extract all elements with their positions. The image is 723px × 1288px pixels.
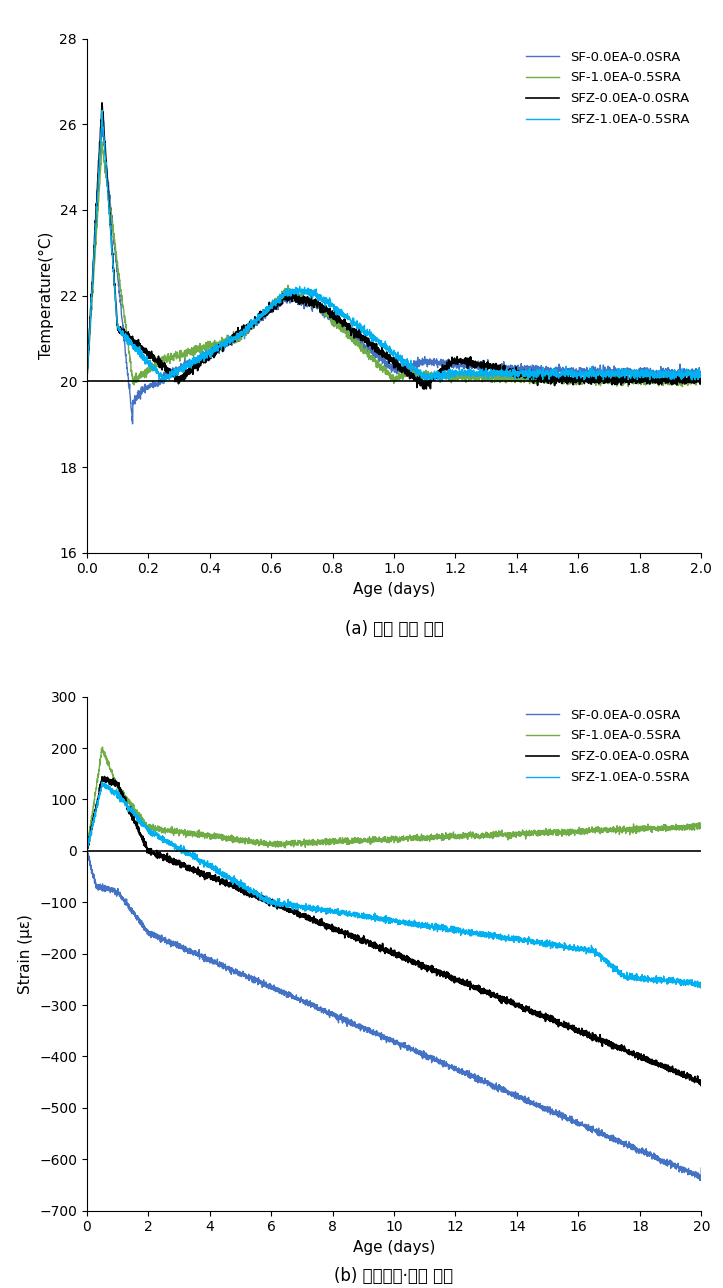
SF-0.0EA-0.0SRA [697,366,706,381]
X-axis label: Age (days): Age (days) [353,582,435,596]
SF-1.0EA-0.5SRA [678,379,687,394]
Line: SFZ-1.0EA-0.5SRA: SFZ-1.0EA-0.5SRA [87,782,701,988]
SFZ-1.0EA-0.5SRA [98,774,106,790]
SF-1.0EA-0.5SRA [685,372,694,388]
SFZ-0.0EA-0.0SRA [375,943,383,958]
SFZ-1.0EA-0.5SRA [696,980,705,996]
SF-0.0EA-0.0SRA [685,363,694,379]
SF-1.0EA-0.5SRA [697,817,706,832]
SFZ-0.0EA-0.0SRA [153,353,161,368]
SF-0.0EA-0.0SRA [319,305,328,321]
SFZ-0.0EA-0.0SRA [345,317,354,332]
SF-0.0EA-0.0SRA [529,1095,538,1110]
SFZ-1.0EA-0.5SRA [678,975,687,990]
SFZ-1.0EA-0.5SRA [319,292,328,308]
SF-1.0EA-0.5SRA [678,819,687,835]
Line: SFZ-0.0EA-0.0SRA: SFZ-0.0EA-0.0SRA [87,103,701,389]
SF-1.0EA-0.5SRA [375,833,383,849]
SF-1.0EA-0.5SRA [98,739,107,755]
SF-0.0EA-0.0SRA [128,416,137,431]
SF-0.0EA-0.0SRA [345,325,354,340]
SF-1.0EA-0.5SRA [189,348,198,363]
SFZ-1.0EA-0.5SRA [98,103,106,118]
Legend: SF-0.0EA-0.0SRA, SF-1.0EA-0.5SRA, SFZ-0.0EA-0.0SRA, SFZ-1.0EA-0.5SRA: SF-0.0EA-0.0SRA, SF-1.0EA-0.5SRA, SFZ-0.… [521,703,695,790]
SFZ-1.0EA-0.5SRA [82,845,91,860]
SF-1.0EA-0.5SRA [318,299,327,314]
SFZ-0.0EA-0.0SRA [420,381,429,397]
SFZ-1.0EA-0.5SRA [685,365,694,380]
SFZ-0.0EA-0.0SRA [685,372,694,388]
SFZ-0.0EA-0.0SRA [697,1078,706,1094]
SFZ-0.0EA-0.0SRA [341,926,349,942]
SF-1.0EA-0.5SRA [619,372,628,388]
SF-0.0EA-0.0SRA [375,1027,383,1042]
SF-1.0EA-0.5SRA [98,134,106,149]
Line: SF-0.0EA-0.0SRA: SF-0.0EA-0.0SRA [87,122,701,424]
SFZ-1.0EA-0.5SRA [345,309,354,325]
SF-1.0EA-0.5SRA [346,833,354,849]
SF-0.0EA-0.0SRA [678,1160,687,1176]
Text: (b) 자유수축·팝장 거동: (b) 자유수축·팝장 거동 [335,1267,453,1285]
SF-1.0EA-0.5SRA [345,331,354,346]
Line: SF-1.0EA-0.5SRA: SF-1.0EA-0.5SRA [87,142,701,386]
SFZ-0.0EA-0.0SRA [648,1051,656,1066]
SFZ-0.0EA-0.0SRA [678,1068,687,1083]
Y-axis label: Strain (με): Strain (με) [19,913,33,993]
SFZ-0.0EA-0.0SRA [346,929,354,944]
SFZ-1.0EA-0.5SRA [82,372,91,388]
SFZ-1.0EA-0.5SRA [648,974,656,989]
SFZ-1.0EA-0.5SRA [341,904,349,920]
SF-0.0EA-0.0SRA [189,354,198,370]
SF-0.0EA-0.0SRA [648,1151,656,1167]
Y-axis label: Temperature(°C): Temperature(°C) [39,232,54,359]
SF-1.0EA-0.5SRA [82,377,91,393]
SF-0.0EA-0.0SRA [346,1012,354,1028]
SFZ-1.0EA-0.5SRA [189,352,198,367]
SF-0.0EA-0.0SRA [697,1160,706,1176]
SFZ-0.0EA-0.0SRA [697,1077,706,1092]
SFZ-1.0EA-0.5SRA [619,365,628,380]
SFZ-0.0EA-0.0SRA [697,371,706,386]
SF-1.0EA-0.5SRA [82,844,91,859]
SFZ-1.0EA-0.5SRA [160,376,168,392]
Line: SFZ-1.0EA-0.5SRA: SFZ-1.0EA-0.5SRA [87,111,701,384]
SF-0.0EA-0.0SRA [619,361,628,376]
SFZ-0.0EA-0.0SRA [82,844,91,859]
SFZ-0.0EA-0.0SRA [82,376,91,392]
SF-0.0EA-0.0SRA [82,842,91,858]
SFZ-1.0EA-0.5SRA [375,912,383,927]
SF-0.0EA-0.0SRA [153,377,161,393]
SFZ-1.0EA-0.5SRA [529,934,538,949]
SFZ-0.0EA-0.0SRA [189,361,198,376]
SF-1.0EA-0.5SRA [529,828,538,844]
SFZ-0.0EA-0.0SRA [529,1003,538,1019]
SFZ-0.0EA-0.0SRA [619,368,628,384]
X-axis label: Age (days): Age (days) [353,1240,435,1255]
Text: (a) 초기 온도 거동: (a) 초기 온도 거동 [345,620,443,638]
SF-0.0EA-0.0SRA [98,115,106,130]
SF-1.0EA-0.5SRA [341,833,349,849]
SFZ-0.0EA-0.0SRA [318,298,327,313]
Line: SFZ-0.0EA-0.0SRA: SFZ-0.0EA-0.0SRA [87,777,701,1086]
SF-0.0EA-0.0SRA [341,1011,349,1027]
Line: SF-1.0EA-0.5SRA: SF-1.0EA-0.5SRA [87,747,701,851]
SF-0.0EA-0.0SRA [696,1172,705,1188]
SFZ-1.0EA-0.5SRA [346,905,354,921]
SF-1.0EA-0.5SRA [153,354,161,370]
SFZ-1.0EA-0.5SRA [697,368,706,384]
Line: SF-0.0EA-0.0SRA: SF-0.0EA-0.0SRA [87,850,701,1180]
SF-0.0EA-0.0SRA [82,845,91,860]
Legend: SF-0.0EA-0.0SRA, SF-1.0EA-0.5SRA, SFZ-0.0EA-0.0SRA, SFZ-1.0EA-0.5SRA: SF-0.0EA-0.0SRA, SF-1.0EA-0.5SRA, SFZ-0.… [521,45,695,131]
SFZ-1.0EA-0.5SRA [697,978,706,993]
SF-1.0EA-0.5SRA [697,375,706,390]
SFZ-0.0EA-0.0SRA [98,95,106,111]
SF-0.0EA-0.0SRA [82,372,91,388]
SFZ-0.0EA-0.0SRA [100,769,109,784]
SF-1.0EA-0.5SRA [648,819,656,835]
SFZ-1.0EA-0.5SRA [153,363,161,379]
